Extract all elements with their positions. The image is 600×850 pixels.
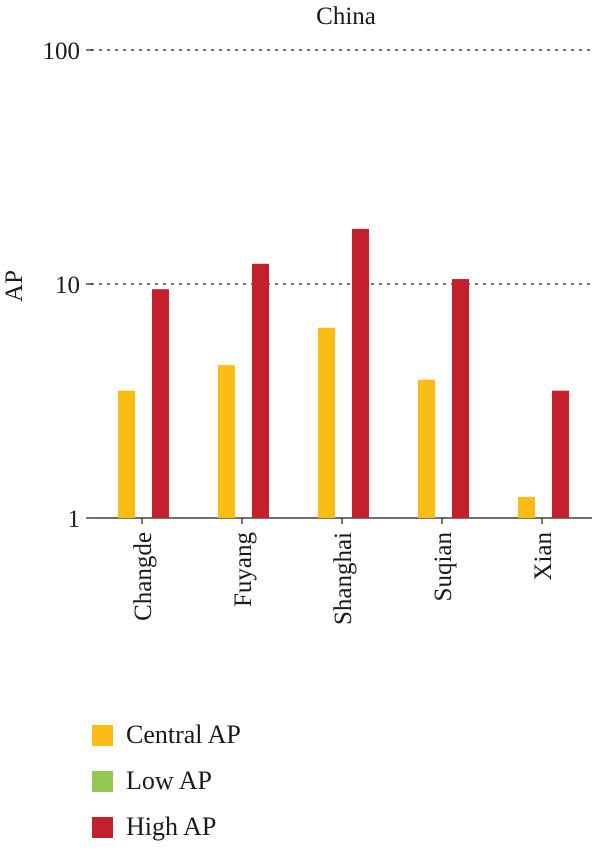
x-tick-label: Changde xyxy=(130,532,157,621)
y-tick-label: 1 xyxy=(68,506,81,533)
y-tick-label: 10 xyxy=(55,272,80,299)
chart-title: China xyxy=(316,3,376,30)
x-tick-label: Fuyang xyxy=(230,532,257,608)
y-axis-label: AP xyxy=(1,270,28,302)
x-tick-label: Suqian xyxy=(430,532,457,602)
bars xyxy=(118,228,569,518)
bar-high-ap-shanghai xyxy=(352,228,369,518)
bar-central-ap-changde xyxy=(118,390,135,518)
x-tick-label: Xian xyxy=(530,532,557,581)
bar-high-ap-fuyang xyxy=(252,263,269,518)
y-axis-ticks: 1 10 100 xyxy=(43,38,92,533)
legend-swatch-high-ap xyxy=(92,816,113,838)
x-axis-ticks: Changde Fuyang Shanghai Suqian Xian xyxy=(130,518,557,625)
legend: Central AP Low AP High AP xyxy=(92,712,241,850)
legend-item-high-ap: High AP xyxy=(92,804,241,850)
bar-high-ap-suqian xyxy=(452,279,469,518)
gridlines xyxy=(91,49,593,285)
bar-central-ap-xian xyxy=(518,496,535,518)
legend-swatch-central-ap xyxy=(92,724,113,746)
x-tick-label: Shanghai xyxy=(330,532,357,625)
legend-item-low-ap: Low AP xyxy=(92,758,241,804)
legend-label-high-ap: High AP xyxy=(126,812,217,841)
y-tick-label: 100 xyxy=(43,38,81,65)
bar-central-ap-shanghai xyxy=(318,327,335,518)
bar-high-ap-changde xyxy=(152,289,169,518)
bar-central-ap-suqian xyxy=(418,379,435,518)
bar-central-ap-fuyang xyxy=(218,365,235,518)
legend-label-central-ap: Central AP xyxy=(126,720,241,749)
legend-item-central-ap: Central AP xyxy=(92,712,241,758)
legend-label-low-ap: Low AP xyxy=(126,766,212,795)
legend-swatch-low-ap xyxy=(92,770,113,792)
bar-high-ap-xian xyxy=(552,390,569,518)
